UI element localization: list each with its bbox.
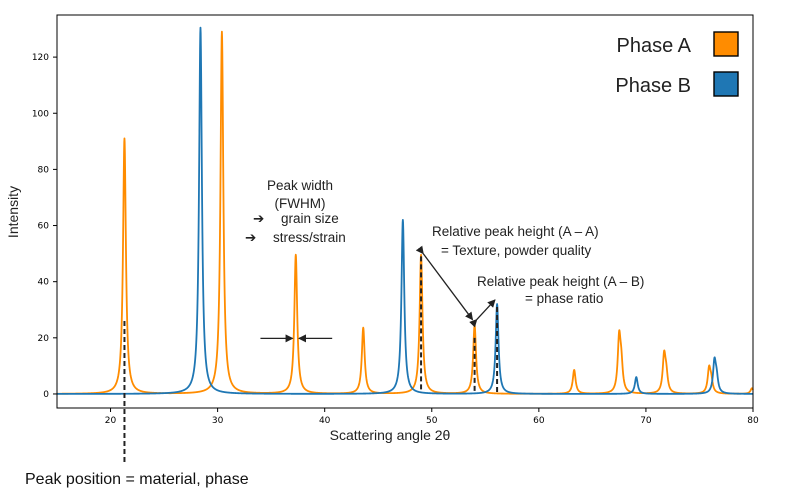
x-tick-label-80: 80 xyxy=(747,416,759,426)
x-tick-label-70: 70 xyxy=(640,416,652,426)
legend-swatch-phase-b xyxy=(713,71,739,97)
legend-swatch-phase-a xyxy=(713,31,739,57)
annotation-peak-width: Peak width (FWHM) ➔ grain size ➔ stress/… xyxy=(245,178,346,245)
annotation-relative-aa: Relative peak height (A – A) = Texture, … xyxy=(432,224,599,258)
legend-label-phase-a: Phase A xyxy=(616,35,691,57)
peak-width-fwhm: (FWHM) xyxy=(275,196,326,211)
peak-width-arrow-1: ➔ xyxy=(253,211,265,226)
x-tick-label-40: 40 xyxy=(319,416,331,426)
relative-aa-arrow xyxy=(415,245,474,321)
series-line-phase-b xyxy=(56,26,754,395)
y-tick-label-60: 60 xyxy=(38,222,50,232)
x-tick-label-30: 30 xyxy=(212,416,224,426)
y-tick-label-20: 20 xyxy=(38,334,50,344)
peak-width-title: Peak width xyxy=(267,178,333,193)
y-tick-label-120: 120 xyxy=(32,53,49,63)
y-tick-label-40: 40 xyxy=(38,278,50,288)
x-axis-label: Scattering angle 2θ xyxy=(330,427,451,443)
relative-aa-meaning: = Texture, powder quality xyxy=(441,243,591,258)
x-tick-label-60: 60 xyxy=(533,416,545,426)
relative-ab-meaning: = phase ratio xyxy=(525,291,603,306)
y-tick-label-0: 0 xyxy=(43,390,49,400)
x-tick-label-50: 50 xyxy=(426,416,438,426)
ticks-layer: 20 30 40 50 60 70 80 0 20 40 60 80 100 120 xyxy=(32,53,759,426)
annotation-layer xyxy=(123,245,499,464)
y-tick-label-80: 80 xyxy=(38,165,50,175)
relative-aa-title: Relative peak height (A – A) xyxy=(432,224,599,239)
peak-width-grain-size: grain size xyxy=(281,211,339,226)
relative-ab-arrow xyxy=(469,299,496,328)
peak-width-stress-strain: stress/strain xyxy=(273,230,346,245)
y-tick-label-100: 100 xyxy=(32,109,49,119)
peak-position-annotation: Peak position = material, phase xyxy=(25,471,249,488)
relative-ab-title: Relative peak height (A – B) xyxy=(477,274,644,289)
series-layer xyxy=(56,26,754,395)
legend-label-phase-b: Phase B xyxy=(615,75,691,97)
y-axis-label: Intensity xyxy=(5,186,21,238)
peak-width-arrow-2: ➔ xyxy=(245,230,257,245)
legend: Phase A Phase B xyxy=(615,31,739,97)
plot-frame xyxy=(56,14,754,409)
annotation-relative-ab: Relative peak height (A – B) = phase rat… xyxy=(477,274,644,306)
x-tick-label-20: 20 xyxy=(105,416,117,426)
